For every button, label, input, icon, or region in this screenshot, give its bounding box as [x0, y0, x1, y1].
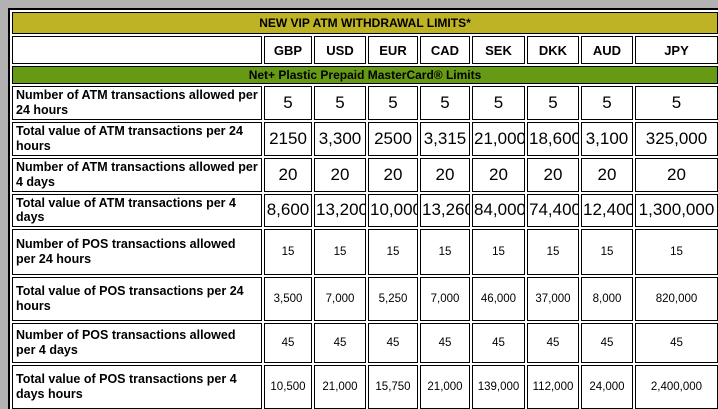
value-cell: 13,200 — [314, 193, 366, 227]
corner-blank-cell — [12, 36, 262, 64]
value-cell: 325,000 — [635, 122, 718, 156]
value-cell: 24,000 — [581, 365, 633, 409]
value-cell: 20 — [472, 157, 525, 192]
table-row: Total value of POS transactions per 24 h… — [12, 277, 718, 321]
value-cell: 3,315 — [420, 122, 470, 156]
value-cell: 5 — [581, 86, 633, 120]
value-cell: 45 — [264, 323, 312, 363]
value-cell: 84,000 — [472, 193, 525, 227]
value-cell: 5 — [264, 86, 312, 120]
value-cell: 15 — [527, 229, 579, 275]
value-cell: 820,000 — [635, 277, 718, 321]
value-cell: 10,500 — [264, 365, 312, 409]
value-cell: 12,400 — [581, 193, 633, 227]
value-cell: 5 — [314, 86, 366, 120]
value-cell: 21,000 — [472, 122, 525, 156]
table-row: Total value of ATM transactions per 24 h… — [12, 122, 718, 156]
table-row: Number of POS transactions allowed per 4… — [12, 323, 718, 363]
value-cell: 45 — [314, 323, 366, 363]
value-cell: 20 — [368, 157, 418, 192]
value-cell: 45 — [581, 323, 633, 363]
value-cell: 46,000 — [472, 277, 525, 321]
value-cell: 5 — [527, 86, 579, 120]
row-label: Number of POS transactions allowed per 2… — [12, 229, 262, 275]
title-row: NEW VIP ATM WITHDRAWAL LIMITS* — [12, 12, 718, 34]
value-cell: 45 — [472, 323, 525, 363]
currency-header-usd: USD — [314, 36, 366, 64]
withdrawal-limits-table: NEW VIP ATM WITHDRAWAL LIMITS* GBP USD E… — [8, 8, 718, 409]
value-cell: 45 — [635, 323, 718, 363]
value-cell: 15 — [472, 229, 525, 275]
section-header-row: Net+ Plastic Prepaid MasterCard® Limits — [12, 66, 718, 84]
table-row: Number of POS transactions allowed per 2… — [12, 229, 718, 275]
currency-header-dkk: DKK — [527, 36, 579, 64]
row-label: Total value of ATM transactions per 4 da… — [12, 193, 262, 227]
value-cell: 45 — [368, 323, 418, 363]
value-cell: 20 — [581, 157, 633, 192]
row-label: Number of ATM transactions allowed per 4… — [12, 157, 262, 192]
value-cell: 8,600 — [264, 193, 312, 227]
value-cell: 21,000 — [420, 365, 470, 409]
currency-header-gbp: GBP — [264, 36, 312, 64]
value-cell: 10,000 — [368, 193, 418, 227]
currency-header-jpy: JPY — [635, 36, 718, 64]
value-cell: 13,260 — [420, 193, 470, 227]
value-cell: 112,000 — [527, 365, 579, 409]
row-label: Total value of POS transactions per 4 da… — [12, 365, 262, 409]
row-label: Number of POS transactions allowed per 4… — [12, 323, 262, 363]
value-cell: 21,000 — [314, 365, 366, 409]
value-cell: 15 — [368, 229, 418, 275]
value-cell: 15 — [264, 229, 312, 275]
value-cell: 18,600 — [527, 122, 579, 156]
value-cell: 74,400 — [527, 193, 579, 227]
value-cell: 5 — [420, 86, 470, 120]
currency-header-row: GBP USD EUR CAD SEK DKK AUD JPY — [12, 36, 718, 64]
value-cell: 20 — [420, 157, 470, 192]
value-cell: 3,500 — [264, 277, 312, 321]
value-cell: 8,000 — [581, 277, 633, 321]
value-cell: 7,000 — [314, 277, 366, 321]
section-header: Net+ Plastic Prepaid MasterCard® Limits — [12, 66, 718, 84]
value-cell: 5 — [368, 86, 418, 120]
value-cell: 20 — [527, 157, 579, 192]
value-cell: 5 — [472, 86, 525, 120]
value-cell: 2500 — [368, 122, 418, 156]
currency-header-eur: EUR — [368, 36, 418, 64]
value-cell: 15 — [581, 229, 633, 275]
currency-header-sek: SEK — [472, 36, 525, 64]
currency-header-cad: CAD — [420, 36, 470, 64]
table-row: Number of ATM transactions allowed per 2… — [12, 86, 718, 120]
value-cell: 15 — [420, 229, 470, 275]
value-cell: 20 — [314, 157, 366, 192]
value-cell: 20 — [264, 157, 312, 192]
value-cell: 15,750 — [368, 365, 418, 409]
value-cell: 45 — [420, 323, 470, 363]
value-cell: 3,100 — [581, 122, 633, 156]
value-cell: 1,300,000 — [635, 193, 718, 227]
value-cell: 45 — [527, 323, 579, 363]
value-cell: 37,000 — [527, 277, 579, 321]
value-cell: 2,400,000 — [635, 365, 718, 409]
value-cell: 15 — [314, 229, 366, 275]
value-cell: 20 — [635, 157, 718, 192]
value-cell: 3,300 — [314, 122, 366, 156]
table-row: Total value of ATM transactions per 4 da… — [12, 193, 718, 227]
value-cell: 15 — [635, 229, 718, 275]
table-title: NEW VIP ATM WITHDRAWAL LIMITS* — [12, 12, 718, 34]
value-cell: 139,000 — [472, 365, 525, 409]
row-label: Number of ATM transactions allowed per 2… — [12, 86, 262, 120]
value-cell: 2150 — [264, 122, 312, 156]
value-cell: 5 — [635, 86, 718, 120]
table-row: Total value of POS transactions per 4 da… — [12, 365, 718, 409]
row-label: Total value of POS transactions per 24 h… — [12, 277, 262, 321]
value-cell: 5,250 — [368, 277, 418, 321]
table-row: Number of ATM transactions allowed per 4… — [12, 157, 718, 192]
row-label: Total value of ATM transactions per 24 h… — [12, 122, 262, 156]
value-cell: 7,000 — [420, 277, 470, 321]
currency-header-aud: AUD — [581, 36, 633, 64]
